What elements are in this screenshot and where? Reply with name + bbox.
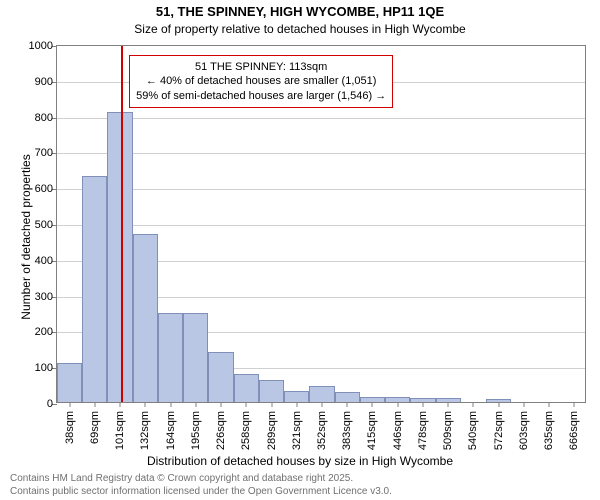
x-tick xyxy=(574,402,575,407)
x-tick-label: 195sqm xyxy=(190,411,202,450)
x-axis-label: Distribution of detached houses by size … xyxy=(0,454,600,468)
gridline xyxy=(57,225,585,226)
histogram-bar xyxy=(259,380,284,402)
annotation-line: 59% of semi-detached houses are larger (… xyxy=(136,89,386,103)
x-tick-label: 164sqm xyxy=(165,411,177,450)
x-tick-label: 226sqm xyxy=(215,411,227,450)
x-tick-label: 446sqm xyxy=(392,411,404,450)
histogram-bar xyxy=(309,386,334,402)
footer-line1: Contains HM Land Registry data © Crown c… xyxy=(10,473,392,486)
x-tick xyxy=(296,402,297,407)
x-tick xyxy=(120,402,121,407)
x-tick xyxy=(170,402,171,407)
histogram-bar xyxy=(183,313,208,403)
y-tick-label: 400 xyxy=(19,255,53,267)
x-tick xyxy=(498,402,499,407)
x-tick xyxy=(372,402,373,407)
x-tick-label: 101sqm xyxy=(114,411,126,450)
histogram-bar xyxy=(385,397,410,402)
x-tick-label: 666sqm xyxy=(568,411,580,450)
histogram-bar xyxy=(486,399,511,402)
x-tick-label: 383sqm xyxy=(341,411,353,450)
y-tick-label: 1000 xyxy=(19,40,53,52)
x-tick-label: 603sqm xyxy=(518,411,530,450)
histogram-bar xyxy=(410,398,435,402)
x-tick-label: 635sqm xyxy=(543,411,555,450)
histogram-bar xyxy=(82,176,107,402)
x-tick xyxy=(145,402,146,407)
x-tick xyxy=(397,402,398,407)
x-tick xyxy=(246,402,247,407)
x-tick xyxy=(221,402,222,407)
y-tick-label: 0 xyxy=(19,398,53,410)
x-tick xyxy=(473,402,474,407)
annotation-box: 51 THE SPINNEY: 113sqm← 40% of detached … xyxy=(129,55,393,108)
histogram-bar xyxy=(133,234,158,402)
x-tick-label: 478sqm xyxy=(417,411,429,450)
x-tick-label: 321sqm xyxy=(291,411,303,450)
x-tick xyxy=(69,402,70,407)
chart-title: 51, THE SPINNEY, HIGH WYCOMBE, HP11 1QE xyxy=(0,4,600,19)
x-tick xyxy=(549,402,550,407)
y-tick-label: 600 xyxy=(19,183,53,195)
x-tick-label: 258sqm xyxy=(240,411,252,450)
x-tick-label: 415sqm xyxy=(366,411,378,450)
x-tick-label: 69sqm xyxy=(89,411,101,444)
y-tick-label: 500 xyxy=(19,219,53,231)
y-tick-label: 800 xyxy=(19,112,53,124)
histogram-bar xyxy=(57,363,82,402)
x-tick-label: 289sqm xyxy=(266,411,278,450)
x-tick xyxy=(271,402,272,407)
chart-subtitle: Size of property relative to detached ho… xyxy=(0,22,600,36)
y-tick-label: 100 xyxy=(19,362,53,374)
x-tick-label: 352sqm xyxy=(316,411,328,450)
histogram-bar xyxy=(234,374,259,402)
histogram-bar xyxy=(436,398,461,402)
gridline xyxy=(57,118,585,119)
x-tick xyxy=(448,402,449,407)
property-marker-line xyxy=(121,46,123,402)
histogram-chart: 51, THE SPINNEY, HIGH WYCOMBE, HP11 1QE … xyxy=(0,0,600,500)
x-tick-label: 132sqm xyxy=(139,411,151,450)
histogram-bar xyxy=(335,392,360,402)
annotation-line: 51 THE SPINNEY: 113sqm xyxy=(136,60,386,74)
x-tick xyxy=(347,402,348,407)
gridline xyxy=(57,189,585,190)
histogram-bar xyxy=(360,397,385,402)
histogram-bar xyxy=(208,352,233,402)
x-tick xyxy=(195,402,196,407)
histogram-bar xyxy=(107,112,132,402)
histogram-bar xyxy=(158,313,183,403)
x-tick xyxy=(322,402,323,407)
x-tick-label: 38sqm xyxy=(64,411,76,444)
gridline xyxy=(57,153,585,154)
x-tick-label: 572sqm xyxy=(493,411,505,450)
x-tick xyxy=(523,402,524,407)
plot-area: 0100200300400500600700800900100038sqm69s… xyxy=(56,45,586,403)
y-tick-label: 200 xyxy=(19,326,53,338)
x-tick xyxy=(422,402,423,407)
y-tick-label: 900 xyxy=(19,76,53,88)
footer-line2: Contains public sector information licen… xyxy=(10,486,392,499)
footer-attribution: Contains HM Land Registry data © Crown c… xyxy=(10,473,392,498)
x-tick-label: 509sqm xyxy=(442,411,454,450)
y-tick-label: 300 xyxy=(19,291,53,303)
annotation-line: ← 40% of detached houses are smaller (1,… xyxy=(136,74,386,88)
x-tick xyxy=(94,402,95,407)
y-tick-label: 700 xyxy=(19,147,53,159)
histogram-bar xyxy=(284,391,309,402)
x-tick-label: 540sqm xyxy=(467,411,479,450)
